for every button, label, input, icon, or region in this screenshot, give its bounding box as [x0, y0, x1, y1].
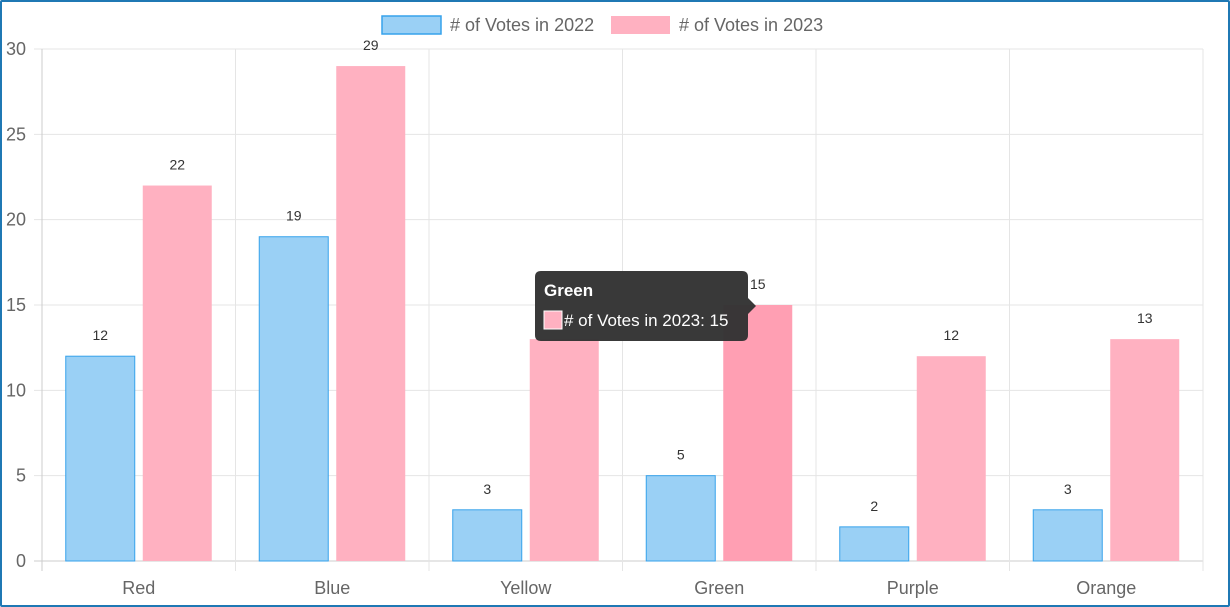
legend-swatch[interactable] — [381, 15, 442, 35]
bar-purple-2[interactable] — [916, 356, 986, 561]
bar-orange-2[interactable] — [1110, 339, 1180, 561]
bar-yellow-2[interactable] — [529, 339, 599, 561]
data-label: 22 — [169, 157, 185, 173]
bar-green-2[interactable] — [723, 305, 793, 561]
y-tick-label: 5 — [16, 466, 26, 486]
x-tick-label: Green — [694, 578, 744, 598]
tooltip-body: # of Votes in 2023: 15 — [564, 311, 728, 330]
bar-green-1[interactable] — [645, 475, 716, 562]
bar-red-1[interactable] — [65, 355, 136, 562]
bar-red-2[interactable] — [142, 185, 212, 562]
legend-label[interactable]: # of Votes in 2023 — [679, 15, 823, 35]
bar-blue-2[interactable] — [336, 66, 406, 562]
data-label: 15 — [750, 276, 766, 292]
bar-yellow-1[interactable] — [452, 509, 523, 562]
data-label: 5 — [677, 447, 685, 463]
y-tick-label: 30 — [6, 39, 26, 59]
bar-blue-1[interactable] — [258, 236, 329, 562]
x-tick-label: Orange — [1076, 578, 1136, 598]
x-tick-label: Blue — [314, 578, 350, 598]
data-label: 3 — [1064, 481, 1072, 497]
data-label: 12 — [92, 327, 108, 343]
legend-swatch[interactable] — [611, 16, 670, 34]
bar-purple-1[interactable] — [839, 526, 910, 562]
y-tick-label: 25 — [6, 124, 26, 144]
data-label: 29 — [363, 37, 379, 53]
y-tick-label: 15 — [6, 295, 26, 315]
grid-lines — [34, 48, 1204, 571]
x-tick-label: Purple — [887, 578, 939, 598]
data-label: 2 — [870, 498, 878, 514]
tooltip-title: Green — [544, 281, 593, 300]
data-label: 3 — [483, 481, 491, 497]
data-label: 13 — [1137, 310, 1153, 326]
y-tick-label: 20 — [6, 210, 26, 230]
tooltip-color-swatch — [543, 310, 563, 330]
legend[interactable]: # of Votes in 2022 # of Votes in 2023 — [381, 15, 823, 35]
legend-label[interactable]: # of Votes in 2022 — [450, 15, 594, 35]
x-tick-label: Yellow — [500, 578, 552, 598]
tooltip: Green # of Votes in 2023: 15 — [535, 271, 756, 341]
data-label: 12 — [943, 327, 959, 343]
data-label: 19 — [286, 208, 302, 224]
x-tick-label: Red — [122, 578, 155, 598]
bars — [65, 66, 1180, 562]
tooltip-box — [535, 271, 756, 341]
bar-orange-1[interactable] — [1032, 509, 1103, 562]
y-tick-label: 0 — [16, 551, 26, 571]
y-tick-label: 10 — [6, 380, 26, 400]
data-labels: 12193523222913151213 — [92, 37, 1152, 514]
